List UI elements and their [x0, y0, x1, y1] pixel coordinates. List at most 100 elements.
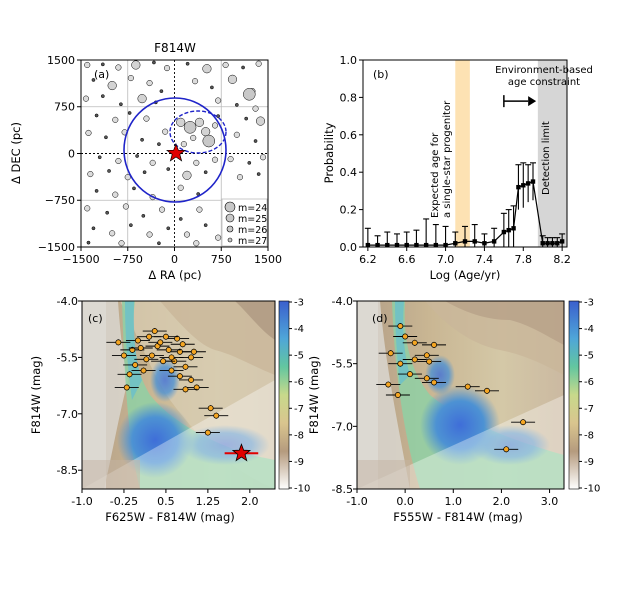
star-marker	[183, 231, 191, 238]
legend-label-m26: m=26	[238, 225, 267, 236]
panel-d-cbar-tick: -9	[584, 457, 594, 468]
star-marker	[141, 213, 146, 218]
legend-label-m24: m=24	[238, 203, 267, 214]
cmd-star-point	[168, 354, 175, 361]
bin-marker	[550, 241, 555, 246]
panel-c-cbar-tick: -7	[294, 404, 304, 415]
star-marker	[241, 65, 245, 70]
star-marker	[149, 159, 156, 166]
star-marker	[127, 111, 132, 115]
star-marker	[84, 61, 91, 69]
panel-a-label: (a)	[94, 68, 109, 81]
panel-c-ytick: -4.0	[57, 295, 78, 308]
panel-d-ytick: -7.0	[332, 420, 353, 433]
star-marker	[166, 226, 171, 231]
panel-d-cbar-tick: -10	[584, 484, 600, 495]
panel-d-cbar-tick: -6	[584, 377, 594, 388]
cmd-star-point	[182, 386, 189, 393]
panel-a-ytick: 750	[54, 101, 75, 114]
bin-marker	[506, 227, 511, 233]
panel-c-xlabel: F625W - F814W (mag)	[105, 510, 235, 524]
legend-label-m25: m=25	[238, 214, 267, 225]
panel-a-ytick: 0	[68, 148, 75, 161]
cmd-star-point	[126, 371, 133, 378]
star-marker	[118, 240, 125, 247]
panel-c: (c) -8.5 -7.0 -5.5 -4.0 -1.0 -0.25 0.5 1…	[29, 295, 310, 524]
cmd-star-point	[213, 412, 220, 419]
cmd-star-point	[157, 339, 164, 346]
bin-marker	[472, 239, 477, 244]
star-marker	[152, 60, 156, 65]
star-marker	[159, 89, 164, 94]
panel-b-xtick: 7.8	[515, 253, 533, 266]
panel-c-ylabel: F814W (mag)	[29, 356, 43, 434]
bin-marker	[559, 239, 565, 244]
star-marker	[140, 137, 144, 142]
panel-d-xtick: 2.0	[493, 495, 511, 508]
panel-a-xtick: −1500	[62, 253, 99, 266]
panel-d-cbar-tick: -8	[584, 430, 594, 441]
star-marker	[85, 129, 92, 136]
cmd-star-point	[464, 383, 471, 390]
panel-b-ytick: 1.0	[340, 54, 358, 67]
progenitor-star-marker	[231, 443, 252, 462]
panel-c-ytick: -8.5	[57, 464, 78, 477]
cmd-star-point	[146, 333, 153, 340]
panel-b: (b) Environment-based age constraint Exp…	[322, 54, 593, 282]
star-marker	[202, 134, 216, 148]
panel-c-cbar-tick: -5	[294, 351, 304, 362]
star-marker	[135, 154, 139, 158]
star-marker	[203, 170, 208, 175]
panel-d-cbar-tick: -7	[584, 404, 594, 415]
source-star-marker	[166, 143, 186, 162]
star-marker	[137, 94, 147, 104]
star-marker	[253, 139, 258, 143]
panel-d-xtick: 3.0	[541, 495, 559, 508]
cmd-star-point	[431, 379, 437, 386]
star-marker	[202, 64, 212, 74]
cmd-star-point	[121, 352, 127, 359]
cmd-star-point	[503, 446, 510, 453]
bin-marker	[540, 241, 545, 246]
bin-marker	[414, 242, 419, 248]
star-marker	[157, 241, 161, 246]
panel-b-ytick: 0.0	[340, 241, 358, 254]
bin-marker	[375, 242, 380, 248]
panel-d-cbar-tick: -4	[584, 324, 594, 335]
arrow-head	[528, 96, 537, 107]
star-marker	[211, 156, 219, 163]
cmd-star-point	[123, 384, 130, 391]
bin-marker	[482, 241, 487, 246]
star-marker	[115, 64, 122, 71]
star-marker	[190, 134, 197, 141]
panel-d-cbar-tick: -5	[584, 351, 594, 362]
bin-marker	[404, 242, 409, 248]
panel-a-xticks: −1500 −750 0 750 1500	[62, 247, 282, 266]
panel-d-cbar-tick: -3	[584, 298, 594, 309]
star-marker	[100, 94, 105, 99]
star-marker	[131, 60, 141, 70]
panel-b-ytick: 0.4	[340, 166, 358, 179]
star-marker	[146, 231, 153, 238]
cmd-star-point	[207, 405, 214, 412]
panel-d-xlabel: F555W - F814W (mag)	[393, 510, 523, 524]
cmd-star-point	[387, 350, 394, 357]
cmd-star-point	[411, 339, 418, 346]
panel-d-xtick: 1.0	[445, 495, 463, 508]
star-marker	[112, 116, 119, 123]
panel-c-xtick: -1.0	[71, 495, 92, 508]
env-constraint-label-2: age constraint	[508, 77, 580, 88]
bin-marker	[491, 239, 497, 244]
star-marker	[87, 171, 94, 178]
panel-d-xticks: -1.0 0.0 1.0 2.0 3.0	[346, 489, 558, 508]
star-marker	[193, 159, 200, 166]
panel-b-ytick: 0.8	[340, 91, 358, 104]
expected-age-band	[455, 60, 470, 247]
cmd-star-point	[137, 345, 144, 351]
star-marker	[244, 116, 249, 121]
star-marker	[100, 62, 105, 67]
panel-c-cbar-tick: -8	[294, 430, 304, 441]
panel-d-label: (d)	[372, 312, 388, 325]
bin-marker	[530, 179, 536, 184]
env-constraint-label-1: Environment-based	[495, 65, 593, 76]
